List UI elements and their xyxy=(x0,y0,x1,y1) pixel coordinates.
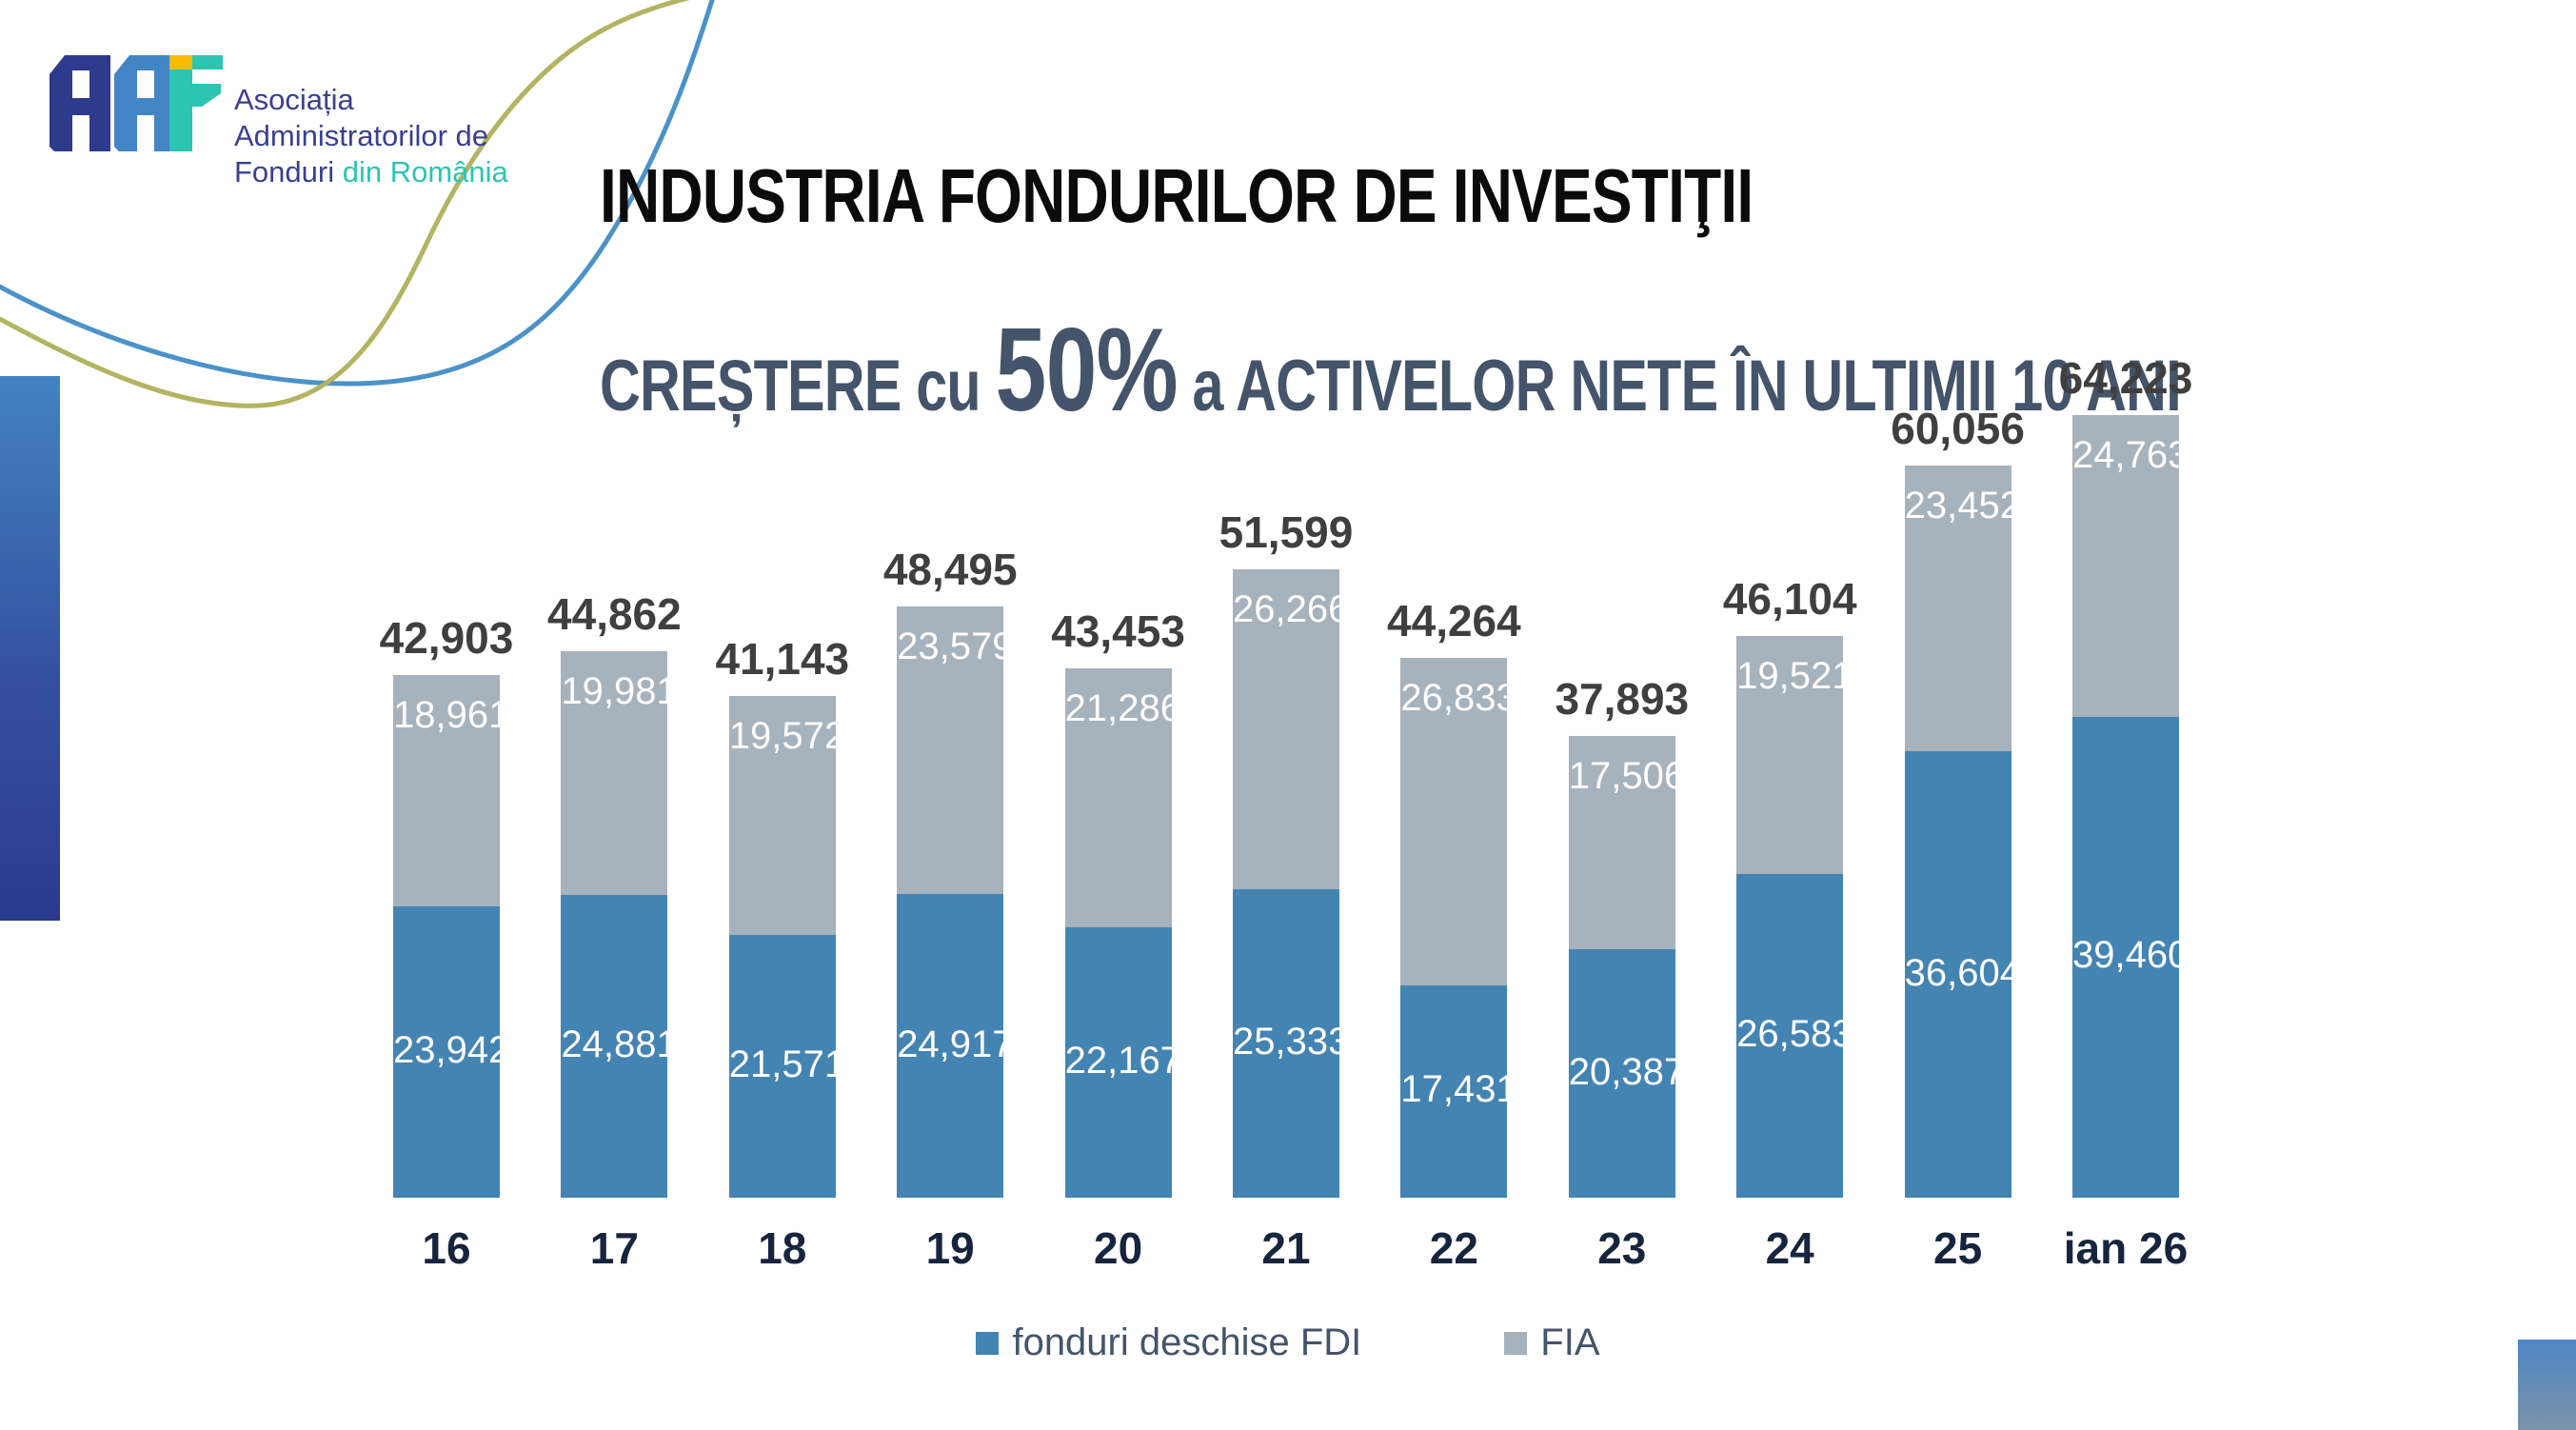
bar-value-label-fia: 23,579 xyxy=(897,626,1014,668)
bar-group-18: 41,143 19,572 21,571 18 xyxy=(715,0,849,1430)
logo-text: Asociația Administratorilor de Fonduri d… xyxy=(234,82,508,190)
chart-legend: fonduri deschise FDI FIA xyxy=(0,1321,2576,1364)
bar-value-label-fia: 26,266 xyxy=(1233,587,1350,630)
logo-text-line2: Administratorilor de xyxy=(234,119,489,152)
logo-text-line3: Fonduri din România xyxy=(234,155,508,189)
bar-segment-fia: 17,506 xyxy=(1568,735,1686,950)
bar-segment-fia: 26,833 xyxy=(1400,658,1517,985)
bar-segment-fdi: 39,460 xyxy=(2072,716,2190,1198)
bar-segment-fdi: 24,917 xyxy=(897,894,1014,1198)
legend-item-fdi: fonduri deschise FDI xyxy=(976,1321,1361,1364)
bar-segment-fia: 19,521 xyxy=(1736,635,1853,874)
bar-value-label-fia: 18,961 xyxy=(393,693,510,736)
subtitle-post: a ACTIVELOR NETE ÎN ULTIMII 10 ANI xyxy=(1177,346,2181,427)
x-axis-label: 16 xyxy=(422,1223,471,1273)
bar-segment-fdi: 22,167 xyxy=(1064,927,1181,1198)
bar-group-16: 42,903 18,961 23,942 16 xyxy=(380,0,514,1430)
bar-group-20: 43,453 21,286 22,167 20 xyxy=(1051,0,1185,1430)
subtitle-pre: CREȘTERE cu xyxy=(600,346,996,427)
x-axis-label: 19 xyxy=(925,1223,975,1273)
bar-value-label-fia: 21,286 xyxy=(1064,686,1181,729)
page-title: INDUSTRIA FONDURILOR DE INVESTIŢII xyxy=(600,153,1754,238)
bar-value-label-fia: 19,572 xyxy=(728,715,846,758)
bar-total-label: 42,903 xyxy=(379,612,514,663)
bar-total-label: 60,056 xyxy=(1891,404,2025,454)
bar-total-label: 64,223 xyxy=(2058,352,2193,403)
bar-segment-fdi: 26,583 xyxy=(1736,873,1853,1198)
bar-value-label-fia: 19,521 xyxy=(1736,654,1853,697)
logo-text-romania: din România xyxy=(342,155,508,189)
bar-value-label-fia: 23,452 xyxy=(1904,485,2021,527)
subtitle-highlight-50: 50% xyxy=(995,305,1179,436)
bar-group-24: 46,104 19,521 26,583 24 xyxy=(1723,0,1857,1430)
bar-group-ian 26: 64,223 24,763 39,460 ian 26 xyxy=(2059,0,2193,1430)
bar-segment-fdi: 36,604 xyxy=(1904,751,2021,1198)
bar-segment-fdi: 25,333 xyxy=(1233,888,1350,1198)
bar-group-25: 60,056 23,452 36,604 25 xyxy=(1891,0,2025,1430)
bar-segment-fia: 23,452 xyxy=(1904,466,2021,752)
legend-marker-fia-icon xyxy=(1504,1331,1528,1355)
bar-total-label: 41,143 xyxy=(715,634,850,685)
x-axis-label: 23 xyxy=(1597,1223,1647,1273)
bar-value-label-fdi: 21,571 xyxy=(728,1043,846,1085)
bar-total-label: 44,862 xyxy=(547,588,682,639)
legend-item-fia: FIA xyxy=(1504,1321,1600,1364)
aaf-logo-icon xyxy=(50,55,223,151)
bar-value-label-fdi: 22,167 xyxy=(1064,1040,1181,1082)
bar-value-label-fia: 17,506 xyxy=(1568,754,1686,797)
bar-value-label-fdi: 24,881 xyxy=(561,1023,678,1065)
bar-segment-fia: 23,579 xyxy=(897,606,1014,895)
bar-total-label: 44,264 xyxy=(1387,596,1521,646)
bar-segment-fia: 18,961 xyxy=(393,674,510,906)
x-axis-label: 17 xyxy=(589,1223,639,1273)
x-axis-label: 25 xyxy=(1933,1223,1983,1273)
bar-group-23: 37,893 17,506 20,387 23 xyxy=(1555,0,1689,1430)
bar-group-21: 51,599 26,266 25,333 21 xyxy=(1219,0,1354,1430)
x-axis-label: 20 xyxy=(1094,1223,1143,1273)
bar-value-label-fdi: 20,387 xyxy=(1568,1050,1686,1093)
bar-total-label: 48,495 xyxy=(882,545,1018,595)
x-axis-label: 24 xyxy=(1765,1223,1814,1273)
logo-text-line1: Asociația xyxy=(234,83,354,116)
bar-group-22: 44,264 26,833 17,431 22 xyxy=(1387,0,1521,1430)
bar-value-label-fdi: 23,942 xyxy=(393,1028,510,1071)
bar-value-label-fdi: 17,431 xyxy=(1400,1068,1517,1111)
bar-segment-fia: 26,266 xyxy=(1233,568,1350,889)
bar-total-label: 46,104 xyxy=(1722,573,1857,624)
page-subtitle: CREȘTERE cu 50% a ACTIVELOR NETE ÎN ULTI… xyxy=(600,303,2182,438)
x-axis-label: 22 xyxy=(1429,1223,1478,1273)
bar-total-label: 37,893 xyxy=(1555,673,1690,724)
x-axis-label: 21 xyxy=(1261,1223,1311,1273)
legend-label-fdi: fonduri deschise FDI xyxy=(1012,1321,1362,1363)
bar-value-label-fdi: 39,460 xyxy=(2072,934,2190,977)
bar-segment-fia: 19,981 xyxy=(561,650,678,895)
bar-segment-fdi: 17,431 xyxy=(1400,984,1517,1198)
bar-group-17: 44,862 19,981 24,881 17 xyxy=(547,0,682,1430)
bar-segment-fia: 24,763 xyxy=(2072,414,2190,717)
bar-segment-fdi: 20,387 xyxy=(1568,949,1686,1198)
x-axis-label: 18 xyxy=(758,1223,807,1273)
bar-value-label-fia: 26,833 xyxy=(1400,677,1517,720)
bar-value-label-fia: 19,981 xyxy=(561,669,678,712)
corner-accent-band xyxy=(2518,1340,2576,1430)
bar-segment-fdi: 21,571 xyxy=(728,934,846,1198)
x-axis-label: ian 26 xyxy=(2063,1223,2189,1273)
bar-value-label-fdi: 36,604 xyxy=(1904,951,2021,994)
bar-total-label: 51,599 xyxy=(1219,506,1354,557)
left-accent-band xyxy=(0,376,60,921)
bar-value-label-fia: 24,763 xyxy=(2072,433,2190,476)
bar-value-label-fdi: 26,583 xyxy=(1736,1012,1853,1055)
bar-value-label-fdi: 25,333 xyxy=(1233,1020,1350,1063)
bar-segment-fdi: 24,881 xyxy=(561,894,678,1198)
bar-total-label: 43,453 xyxy=(1051,606,1185,656)
bar-segment-fia: 21,286 xyxy=(1064,667,1181,928)
bar-segment-fia: 19,572 xyxy=(728,696,846,935)
bar-segment-fdi: 23,942 xyxy=(393,905,510,1198)
legend-label-fia: FIA xyxy=(1540,1321,1600,1363)
bar-value-label-fdi: 24,917 xyxy=(897,1023,1014,1065)
bar-group-19: 48,495 23,579 24,917 19 xyxy=(883,0,1018,1430)
legend-marker-fdi-icon xyxy=(976,1331,1000,1355)
